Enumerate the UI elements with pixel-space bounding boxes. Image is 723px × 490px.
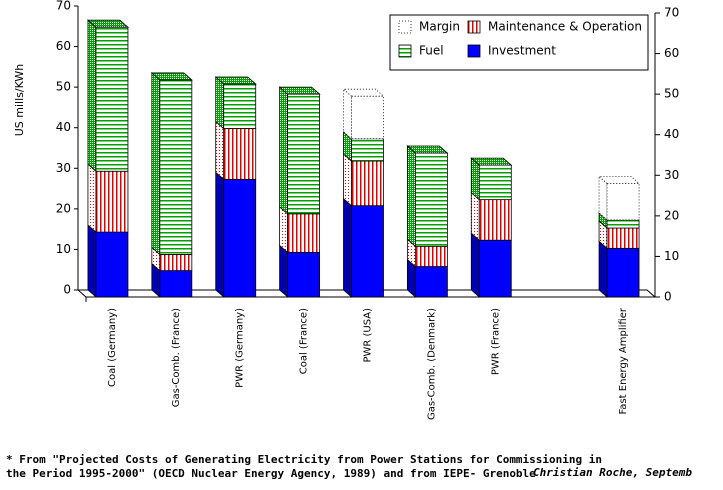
bar-side [279,205,289,254]
bar [351,160,384,207]
y-tick-label: 60 [56,39,71,53]
y-tick-label: 10 [56,242,71,256]
bar-top [214,76,257,85]
legend-swatch [398,20,412,34]
bar-side [215,171,225,298]
bar [287,93,321,215]
bar-side [87,224,97,298]
bar-side [343,153,352,207]
bar-top [86,19,130,28]
bar-top [406,145,449,154]
bar [478,239,512,298]
footnote: * From "Projected Costs of Generating El… [6,453,602,466]
bar [478,164,512,201]
bar-top [597,175,641,184]
bar-side [406,145,416,248]
y2-tick-label: 20 [664,208,679,222]
y-tick-label: 0 [63,283,71,297]
y-tick-label: 30 [56,161,71,175]
legend-swatch [467,44,481,58]
bar [159,253,193,272]
y-axis-label: US mills/KWh [13,64,26,137]
bar-top [342,88,385,97]
bar-side [470,191,480,242]
x-tick-label: Gas-Comb. (France) [171,308,182,407]
bar [414,245,448,267]
y2-tick-label: 30 [664,168,679,182]
legend-swatch [398,44,412,58]
footnote: the Period 1995-2000" (OECD Nuclear Ener… [6,467,536,480]
y2-tick-label: 10 [664,249,679,263]
bar [351,95,384,140]
y2-tick-label: 0 [664,290,672,304]
x-tick-label: PWR (France) [490,308,501,375]
legend-label: Fuel [419,44,444,58]
bar-side [598,240,608,298]
x-tick-label: Coal (Germany) [107,308,118,387]
bar [414,266,448,298]
legend-swatch [467,20,481,34]
y-tick-label: 70 [56,0,71,13]
bar [606,247,640,298]
bar-side [470,232,480,298]
bar-top [150,72,193,81]
y-tick-label: 20 [56,201,71,215]
x-tick-label: Fast Energy Amplifier [618,307,629,414]
bar-side [215,76,225,130]
bar [287,251,321,298]
bar [478,199,512,241]
x-tick-label: PWR (USA) [363,308,374,363]
y2-tick-label: 50 [664,87,679,101]
bar [223,83,257,130]
bar-side [215,120,225,181]
bar-side [343,88,352,140]
bar [95,170,129,233]
bar [606,182,640,221]
bar [159,79,193,255]
x-tick-label: Coal (France) [299,308,310,374]
x-tick-label: Gas-Comb. (Denmark) [426,308,437,420]
author: Christian Roche, Septemb [533,466,692,479]
bar-side [87,19,97,173]
bar-side [598,175,608,221]
bar-side [87,163,97,233]
bar [95,231,129,298]
legend-label: Margin [419,20,460,34]
bar [606,227,640,249]
bar-side [279,244,289,298]
bar [414,152,448,247]
bar [223,128,257,180]
y-tick-label: 50 [56,80,71,94]
bar [223,178,257,298]
y-tick-label: 40 [56,120,71,134]
bar [287,213,321,253]
y2-tick-label: 40 [664,127,679,141]
bar-side [343,197,352,298]
bar-side [151,72,161,256]
y2-tick-label: 70 [664,6,679,20]
bar-top [278,86,321,95]
bar [159,270,193,298]
legend-label: Maintenance & Operation [488,20,642,34]
bar [351,138,384,162]
x-tick-label: PWR (Germany) [235,308,246,388]
bar-side [279,86,289,215]
bar [95,26,129,172]
legend-label: Investment [488,44,556,58]
bar [606,219,640,229]
legend [389,14,649,71]
bar-top [470,157,513,166]
bar [351,205,384,298]
y2-tick-label: 60 [664,46,679,60]
